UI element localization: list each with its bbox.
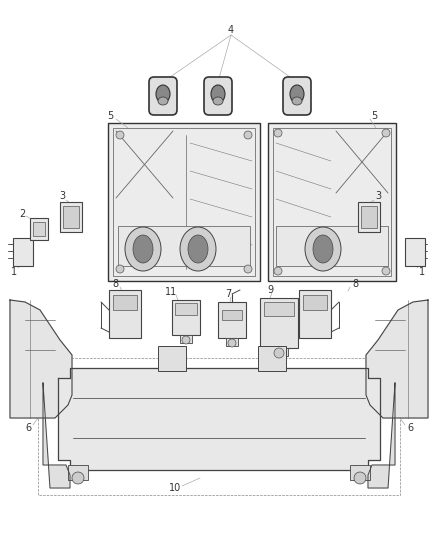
Bar (113, 295, 137, 310)
Bar (270, 348, 288, 356)
Polygon shape (10, 300, 72, 418)
Bar (68, 465, 88, 480)
Text: 3: 3 (59, 191, 65, 201)
Polygon shape (58, 368, 380, 470)
Ellipse shape (158, 97, 168, 105)
Bar (108, 123, 260, 281)
Ellipse shape (228, 339, 236, 347)
Bar (258, 346, 286, 371)
Bar (299, 290, 331, 338)
Ellipse shape (382, 267, 390, 275)
FancyBboxPatch shape (204, 77, 232, 115)
Ellipse shape (290, 85, 304, 103)
Bar (33, 222, 45, 236)
Text: 8: 8 (112, 279, 118, 289)
Bar (13, 238, 33, 266)
FancyBboxPatch shape (283, 77, 311, 115)
Bar (175, 303, 197, 315)
Text: 5: 5 (107, 111, 113, 121)
Bar (109, 290, 141, 338)
Text: 2: 2 (19, 209, 25, 219)
Text: 4: 4 (228, 25, 234, 35)
Ellipse shape (274, 129, 282, 137)
Text: 7: 7 (225, 289, 231, 299)
Bar (350, 465, 370, 480)
Bar (260, 298, 298, 348)
Bar (226, 338, 238, 346)
Ellipse shape (244, 131, 252, 139)
Ellipse shape (274, 348, 284, 358)
Ellipse shape (274, 267, 282, 275)
Bar (158, 346, 186, 371)
Ellipse shape (182, 336, 190, 344)
Text: 3: 3 (375, 191, 381, 201)
Ellipse shape (305, 227, 341, 271)
Ellipse shape (180, 227, 216, 271)
Bar (38, 358, 400, 495)
Ellipse shape (72, 472, 84, 484)
Bar (405, 238, 425, 266)
Bar (180, 335, 192, 343)
Bar (30, 218, 48, 240)
Text: 10: 10 (169, 483, 181, 493)
Bar (361, 206, 377, 228)
Bar (303, 295, 327, 310)
Bar (358, 202, 380, 232)
Polygon shape (366, 300, 428, 418)
Text: 1: 1 (419, 267, 425, 277)
Bar (172, 300, 200, 335)
Bar (63, 206, 79, 228)
Bar (60, 202, 82, 232)
Text: 11: 11 (165, 287, 177, 297)
Text: 9: 9 (267, 285, 273, 295)
Polygon shape (43, 383, 70, 488)
Ellipse shape (125, 227, 161, 271)
Polygon shape (368, 383, 395, 488)
Bar (273, 128, 391, 276)
Ellipse shape (354, 472, 366, 484)
FancyBboxPatch shape (149, 77, 177, 115)
Bar (113, 128, 255, 276)
Ellipse shape (156, 85, 170, 103)
Text: 8: 8 (352, 279, 358, 289)
Ellipse shape (313, 235, 333, 263)
Bar (268, 123, 396, 281)
Bar (118, 226, 250, 266)
Ellipse shape (133, 235, 153, 263)
Bar (218, 302, 246, 338)
Ellipse shape (292, 97, 302, 105)
Ellipse shape (116, 265, 124, 273)
Text: 6: 6 (407, 423, 413, 433)
Ellipse shape (211, 85, 225, 103)
Text: 1: 1 (11, 267, 17, 277)
Bar (276, 226, 388, 266)
Text: 6: 6 (25, 423, 31, 433)
Bar (222, 310, 242, 320)
Ellipse shape (213, 97, 223, 105)
Ellipse shape (244, 265, 252, 273)
Text: 5: 5 (371, 111, 377, 121)
Ellipse shape (116, 131, 124, 139)
Ellipse shape (188, 235, 208, 263)
Ellipse shape (382, 129, 390, 137)
Bar (264, 302, 294, 316)
